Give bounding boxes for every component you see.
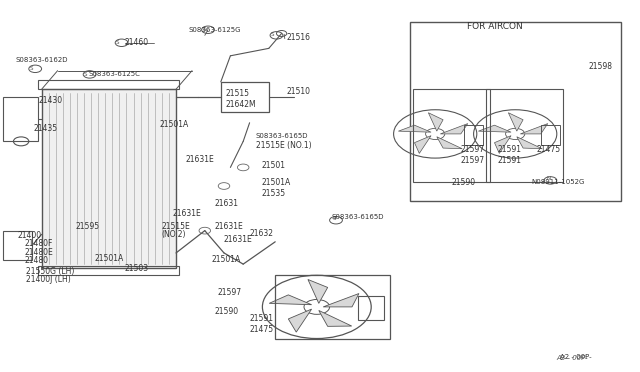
Text: 21598: 21598: [589, 62, 613, 71]
Text: 21501A: 21501A: [211, 255, 241, 264]
Text: FOR AIRCON: FOR AIRCON: [467, 22, 523, 31]
Text: 21515E (NO.1): 21515E (NO.1): [256, 141, 312, 150]
Polygon shape: [520, 124, 548, 134]
Polygon shape: [308, 279, 328, 303]
Bar: [486, 89, 563, 182]
Text: 21515: 21515: [225, 89, 249, 98]
Text: 21480F: 21480F: [24, 239, 52, 248]
Text: 21475: 21475: [536, 145, 561, 154]
Text: 21501: 21501: [261, 161, 285, 170]
Bar: [541, 125, 560, 145]
Text: S08363-6165D: S08363-6165D: [332, 214, 384, 219]
Text: 21591: 21591: [498, 156, 522, 165]
Text: 21435: 21435: [33, 124, 58, 133]
Text: 21400J (LH): 21400J (LH): [26, 275, 70, 283]
Polygon shape: [440, 124, 468, 134]
Text: S: S: [332, 216, 335, 221]
Text: 21430: 21430: [38, 96, 63, 105]
Polygon shape: [436, 137, 462, 149]
Text: S: S: [271, 32, 275, 38]
Text: A2 - 00P-: A2 - 00P-: [560, 354, 591, 360]
Text: 21501A: 21501A: [95, 254, 124, 263]
Bar: [464, 125, 483, 145]
Text: S08363-6125G: S08363-6125G: [189, 27, 241, 33]
Text: 21515E: 21515E: [161, 222, 190, 231]
Polygon shape: [269, 295, 312, 305]
Text: 21550G (LH): 21550G (LH): [26, 267, 74, 276]
Text: N08911-1052G: N08911-1052G: [531, 179, 584, 185]
Text: 21516: 21516: [287, 33, 311, 42]
Text: 21631E: 21631E: [224, 235, 253, 244]
Text: 21595: 21595: [76, 222, 100, 231]
Text: 21503: 21503: [125, 264, 149, 273]
Text: S08363-6165D: S08363-6165D: [256, 133, 308, 139]
Text: 21591: 21591: [498, 145, 522, 154]
Text: S: S: [84, 71, 88, 77]
Text: 21597: 21597: [461, 145, 485, 154]
Text: S: S: [29, 66, 33, 71]
Polygon shape: [428, 113, 443, 131]
Polygon shape: [478, 125, 511, 132]
Text: 21535: 21535: [261, 189, 285, 198]
Polygon shape: [289, 309, 312, 332]
Text: 21475: 21475: [250, 325, 274, 334]
Bar: [413, 89, 490, 182]
Polygon shape: [398, 125, 431, 132]
Text: 21632: 21632: [250, 229, 274, 238]
Text: (NO.2): (NO.2): [161, 230, 186, 239]
Text: 21510: 21510: [287, 87, 311, 96]
Text: 21501A: 21501A: [261, 178, 291, 187]
Text: 21631: 21631: [214, 199, 239, 208]
Text: S: S: [116, 40, 120, 45]
Text: 21631E: 21631E: [214, 222, 243, 231]
Polygon shape: [319, 311, 352, 326]
Text: 21400: 21400: [18, 231, 42, 240]
Text: N: N: [547, 176, 550, 181]
Bar: [275, 275, 390, 339]
Text: 21591: 21591: [250, 314, 274, 323]
Text: S08363-6125C: S08363-6125C: [88, 71, 140, 77]
Bar: [358, 296, 384, 320]
Text: 21631E: 21631E: [186, 155, 214, 164]
Polygon shape: [508, 113, 523, 131]
Bar: [42, 89, 176, 268]
Polygon shape: [516, 137, 542, 149]
Text: 21480E: 21480E: [24, 248, 53, 257]
Bar: [221, 82, 269, 112]
Text: 21480: 21480: [24, 256, 49, 265]
Bar: [38, 80, 179, 89]
Text: S: S: [202, 27, 206, 32]
Bar: [410, 22, 621, 201]
Text: S08363-6162D: S08363-6162D: [16, 57, 68, 62]
Polygon shape: [323, 294, 359, 307]
Text: 21642M: 21642M: [225, 100, 256, 109]
Bar: [38, 266, 179, 275]
Text: 21631E: 21631E: [173, 209, 202, 218]
Bar: [3, 231, 32, 260]
Polygon shape: [495, 136, 511, 153]
Text: 21597: 21597: [461, 156, 485, 165]
Text: 21590: 21590: [214, 307, 239, 316]
Text: 21501A: 21501A: [160, 120, 189, 129]
Bar: [3, 97, 38, 141]
Text: 21460: 21460: [125, 38, 149, 47]
Text: 21590: 21590: [451, 178, 476, 187]
Text: A2 - 00P-: A2 - 00P-: [557, 355, 588, 361]
Text: 21597: 21597: [218, 288, 242, 297]
Polygon shape: [415, 136, 431, 153]
